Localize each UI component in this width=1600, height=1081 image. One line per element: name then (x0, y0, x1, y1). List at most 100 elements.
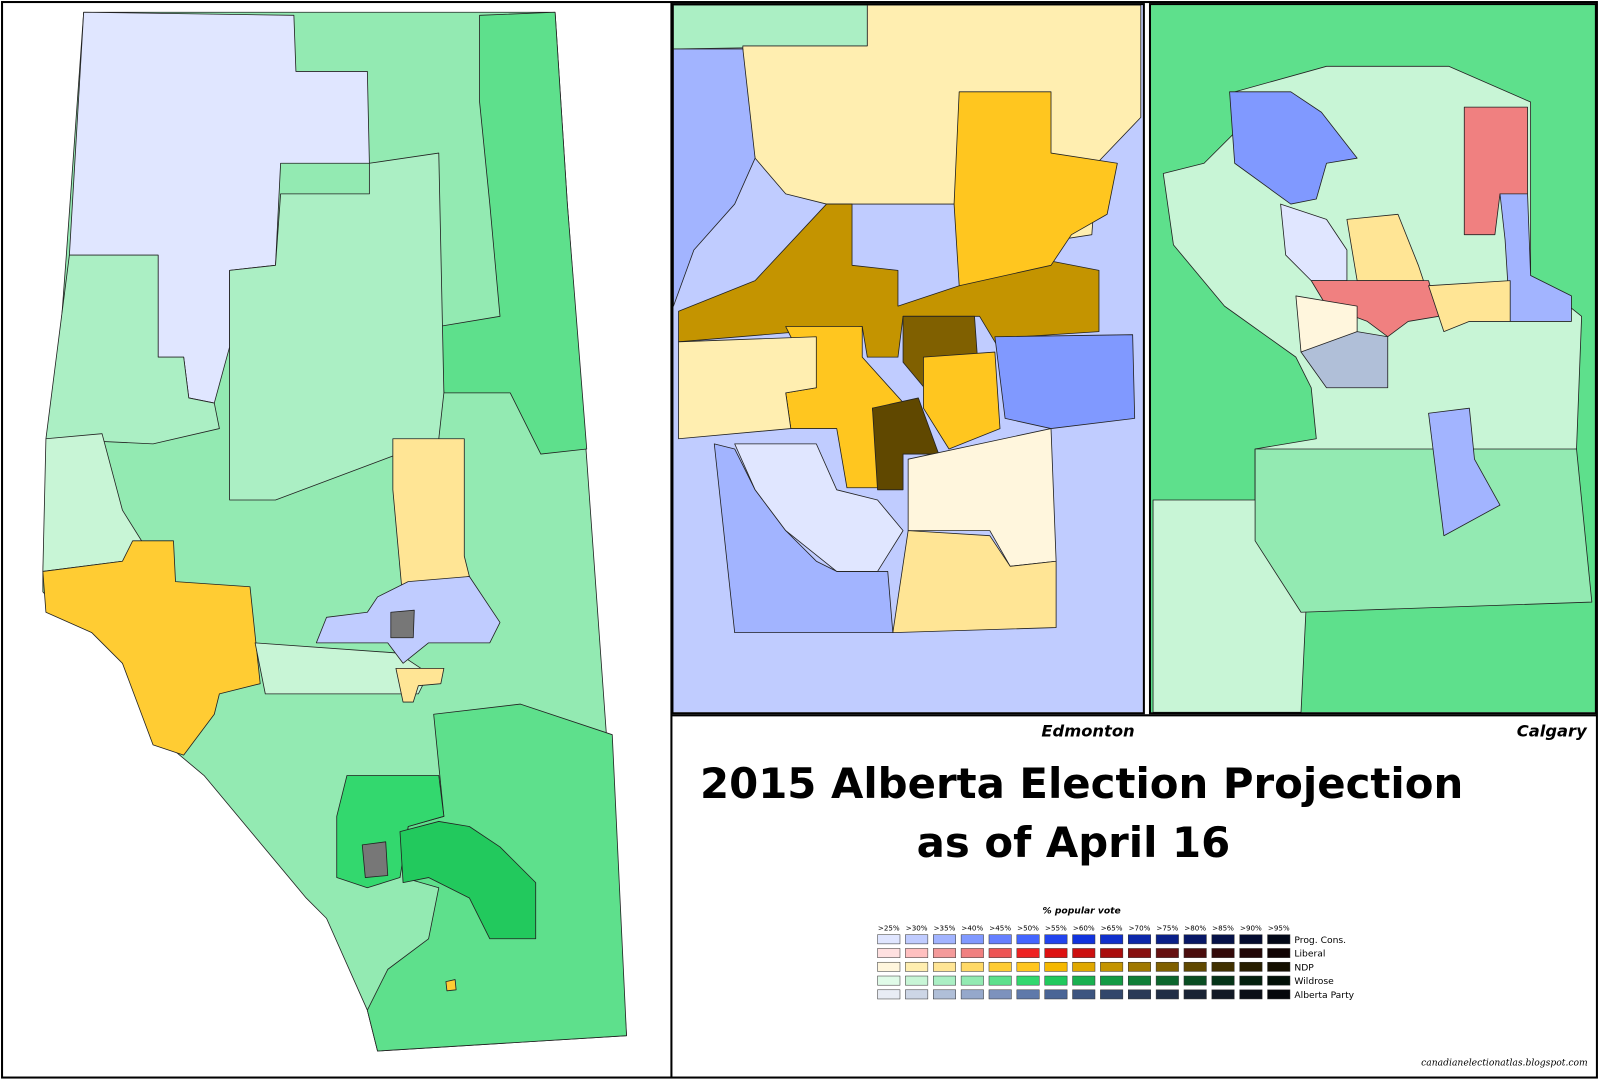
legend-swatch (1072, 975, 1096, 986)
legend-swatch (1072, 989, 1096, 1000)
calgary-map (1149, 4, 1596, 713)
legend-threshold: >95% (1268, 924, 1290, 933)
legend-swatch (1239, 975, 1263, 986)
legend-swatch (1211, 989, 1235, 1000)
legend-swatch (960, 975, 984, 986)
legend-threshold: >65% (1101, 924, 1123, 933)
legend-swatch (960, 948, 984, 958)
legend-swatch (1016, 934, 1040, 945)
legend-swatch (1239, 989, 1263, 1000)
legend-swatch (1128, 948, 1151, 958)
region (1428, 407, 1501, 537)
inset-label: Edmonton (1041, 722, 1134, 741)
title: as of April 16 (917, 818, 1231, 867)
inset-label: Calgary (1517, 722, 1588, 741)
legend-swatch (1044, 961, 1068, 972)
legend-swatch (933, 975, 956, 986)
province-map (42, 11, 627, 1052)
region (673, 4, 868, 50)
legend-swatch (1211, 948, 1235, 958)
legend-swatch (1100, 934, 1124, 945)
region (923, 351, 1001, 450)
legend-swatch (988, 934, 1012, 945)
legend-threshold: >50% (1017, 924, 1039, 933)
source: canadianelectionatlas.blogspot.com (1421, 1057, 1588, 1068)
legend-swatch (877, 975, 901, 986)
legend-swatch (1155, 975, 1179, 986)
region (1346, 213, 1424, 282)
legend-swatch (1183, 989, 1207, 1000)
legend-swatch (877, 989, 901, 1000)
legend-swatch (933, 961, 956, 972)
legend-swatch (988, 975, 1012, 986)
region (42, 540, 261, 756)
region (872, 397, 940, 491)
legend-swatch (1128, 989, 1151, 1000)
legend-swatch (1100, 975, 1124, 986)
region (445, 979, 457, 992)
region (678, 203, 1100, 368)
legend-swatch (1128, 975, 1151, 986)
legend-swatch (1128, 934, 1151, 945)
legend-threshold: >80% (1184, 924, 1206, 933)
legend-swatch (877, 948, 901, 958)
legend-swatch (960, 989, 984, 1000)
legend-threshold: >25% (878, 924, 900, 933)
legend-swatch (1239, 934, 1263, 945)
legend-swatch (1267, 934, 1291, 945)
legend-swatch (1044, 934, 1068, 945)
legend-swatch (1183, 934, 1207, 945)
region (953, 91, 1118, 287)
legend-swatch (988, 961, 1012, 972)
legend-swatch (1100, 989, 1124, 1000)
region (678, 336, 817, 440)
legend-swatch (1016, 961, 1040, 972)
legend-swatch (905, 975, 929, 986)
legend-swatch (1183, 975, 1207, 986)
legend-threshold: >75% (1156, 924, 1178, 933)
legend-swatch (988, 989, 1012, 1000)
region (1229, 91, 1358, 205)
legend-swatch (1100, 948, 1124, 958)
legend-swatch (1183, 948, 1207, 958)
legend-swatch (933, 989, 956, 1000)
region (994, 334, 1136, 429)
legend-swatch (1072, 934, 1096, 945)
legend-swatch (1239, 961, 1263, 972)
region (390, 609, 415, 639)
title: 2015 Alberta Election Projection (700, 759, 1463, 808)
legend-swatch (960, 961, 984, 972)
inset-frame (671, 3, 1145, 715)
legend-party: Wildrose (1294, 976, 1334, 987)
region (1499, 193, 1572, 322)
legend-swatch (1155, 934, 1179, 945)
legend-swatch (905, 989, 929, 1000)
legend-threshold: >60% (1073, 924, 1095, 933)
region (399, 821, 537, 940)
legend-swatch (1239, 948, 1263, 958)
region (1254, 448, 1593, 613)
legend-party: Liberal (1294, 949, 1325, 960)
legend-party: NDP (1294, 962, 1314, 973)
legend-swatch (933, 934, 956, 945)
legend-threshold: >90% (1240, 924, 1262, 933)
legend-swatch (1016, 975, 1040, 986)
legend-swatch (1044, 948, 1068, 958)
legend-title: % popular vote (1042, 905, 1120, 916)
legend-swatch (1211, 961, 1235, 972)
legend-threshold: >40% (961, 924, 983, 933)
legend-threshold: >85% (1212, 924, 1234, 933)
legend-swatch (1155, 989, 1179, 1000)
legend-party: Alberta Party (1294, 990, 1354, 1001)
legend-swatch (1267, 975, 1291, 986)
region (229, 152, 445, 501)
legend-swatch (905, 948, 929, 958)
legend-swatch (1155, 948, 1179, 958)
legend-threshold: >30% (906, 924, 928, 933)
legend-swatch (905, 934, 929, 945)
region (1300, 331, 1389, 389)
legend-threshold: >70% (1129, 924, 1151, 933)
legend-swatch (1267, 961, 1291, 972)
